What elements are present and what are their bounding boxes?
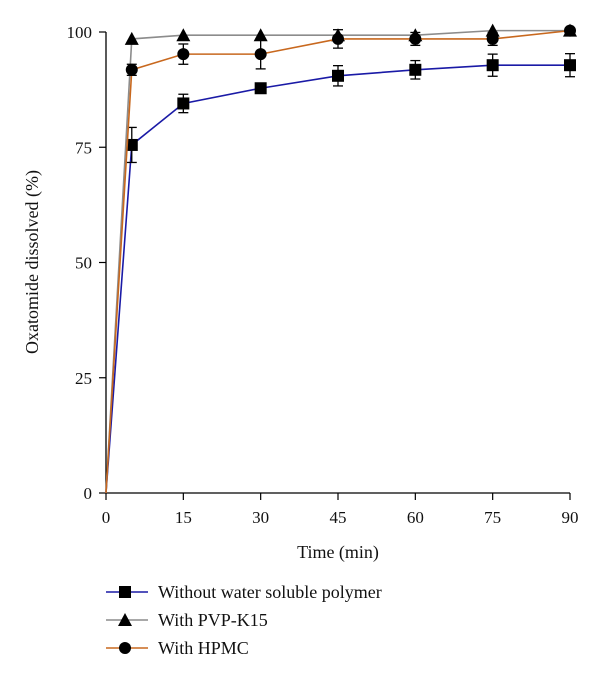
ticks: 0 15 30 45 60 75 90 0 25 50 75 100 <box>67 23 579 527</box>
data-point <box>486 32 499 45</box>
y-axis-title: Oxatomide dissolved (%) <box>22 170 43 354</box>
series-line <box>105 64 570 494</box>
data-point <box>177 48 190 61</box>
legend-label: With HPMC <box>158 638 249 658</box>
data-point <box>125 63 138 76</box>
y-tick-label: 50 <box>75 254 92 273</box>
series-layer <box>105 23 577 494</box>
series-2 <box>105 23 577 494</box>
series-line <box>105 29 570 494</box>
legend-label: With PVP-K15 <box>158 610 268 630</box>
data-point <box>564 59 576 72</box>
legend-marker <box>119 586 131 598</box>
legend: Without water soluble polymer With PVP-K1… <box>106 582 382 658</box>
legend-item: Without water soluble polymer <box>106 582 382 602</box>
y-tick-label: 100 <box>67 23 93 42</box>
y-tick-label: 25 <box>75 369 92 388</box>
x-tick-label: 75 <box>484 508 501 527</box>
x-axis-title: Time (min) <box>297 542 379 563</box>
x-tick-label: 45 <box>330 508 347 527</box>
data-point <box>564 24 576 37</box>
y-tick-label: 0 <box>84 484 93 503</box>
data-point <box>125 138 138 151</box>
data-point <box>332 32 344 45</box>
data-point <box>176 28 191 42</box>
legend-label: Without water soluble polymer <box>158 582 382 602</box>
series-1 <box>105 53 576 494</box>
legend-item: With HPMC <box>106 638 249 658</box>
series-3 <box>105 24 576 494</box>
data-point <box>409 63 422 76</box>
data-point <box>486 59 499 72</box>
x-tick-label: 30 <box>252 508 269 527</box>
legend-marker <box>119 642 131 654</box>
series-line <box>105 29 571 494</box>
x-tick-label: 0 <box>102 508 111 527</box>
axes <box>105 32 570 494</box>
data-point <box>409 32 422 45</box>
legend-marker <box>118 613 132 626</box>
data-point <box>332 69 344 82</box>
x-tick-label: 90 <box>562 508 579 527</box>
data-point <box>485 23 500 37</box>
data-point <box>254 82 267 95</box>
x-tick-label: 60 <box>407 508 424 527</box>
data-point <box>124 31 139 45</box>
legend-item: With PVP-K15 <box>106 610 268 630</box>
data-point <box>254 48 267 61</box>
data-point <box>253 28 268 42</box>
y-tick-label: 75 <box>75 138 92 157</box>
data-point <box>177 97 190 110</box>
x-tick-label: 15 <box>175 508 192 527</box>
